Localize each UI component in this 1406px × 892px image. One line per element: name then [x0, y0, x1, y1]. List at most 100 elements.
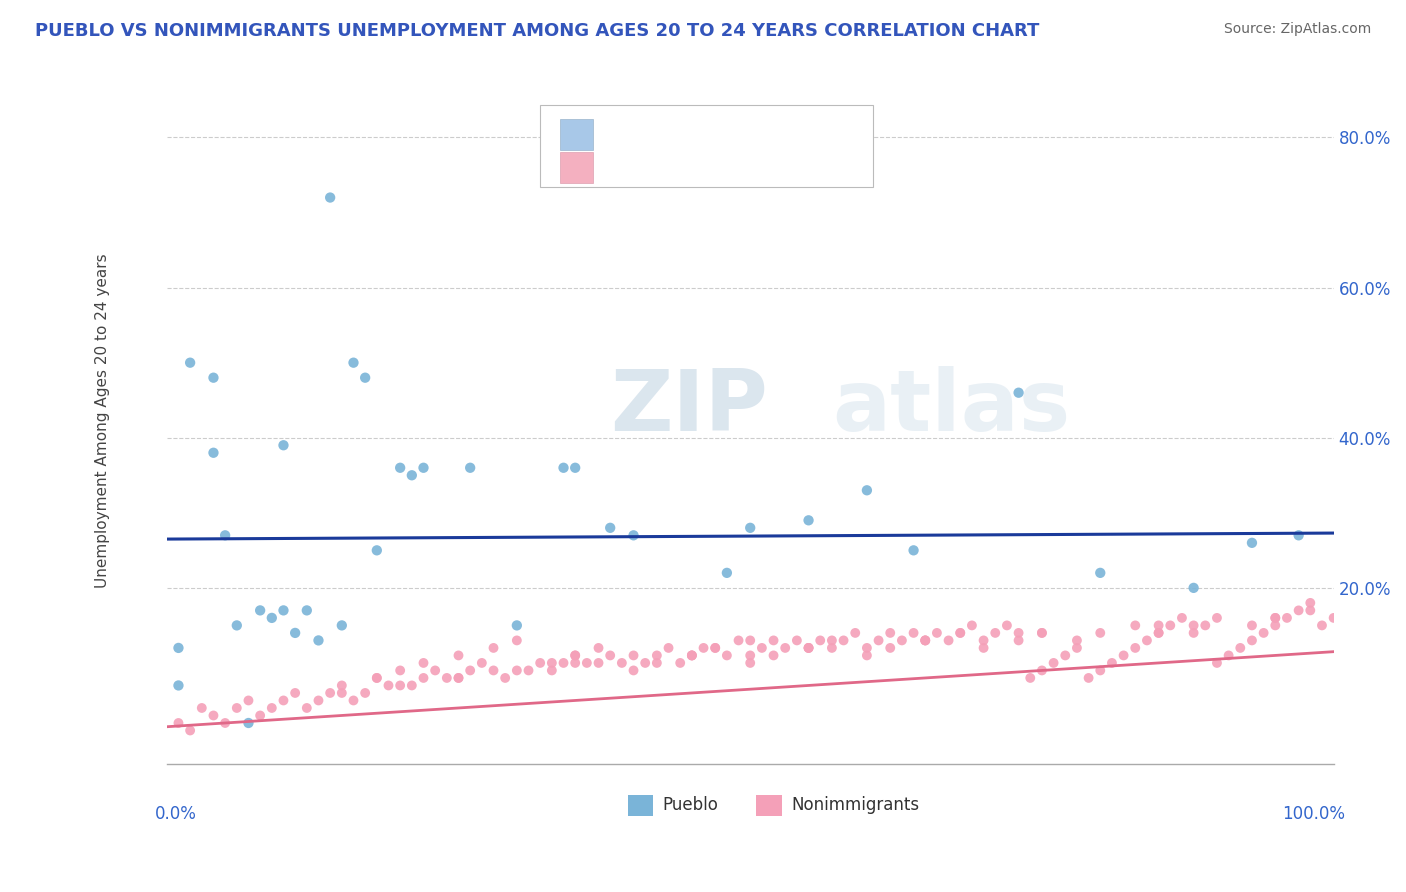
Point [762, 633, 785, 648]
Point [1054, 648, 1077, 663]
Point [704, 640, 727, 655]
Point [295, 701, 318, 715]
Point [903, 626, 925, 640]
Point [949, 626, 972, 640]
Point [447, 648, 470, 663]
Point [202, 708, 225, 723]
Point [354, 370, 377, 384]
Point [482, 640, 505, 655]
Point [1240, 536, 1263, 550]
Point [1077, 671, 1099, 685]
Point [225, 701, 247, 715]
Point [727, 633, 749, 648]
Point [914, 633, 936, 648]
Point [260, 701, 283, 715]
Point [1264, 611, 1286, 625]
Point [1253, 626, 1275, 640]
Point [225, 618, 247, 632]
Point [623, 664, 645, 678]
Point [669, 656, 692, 670]
Point [808, 633, 831, 648]
Point [458, 460, 481, 475]
Point [295, 603, 318, 617]
Point [1031, 626, 1053, 640]
Point [1123, 618, 1146, 632]
Point [1066, 640, 1088, 655]
Point [1066, 633, 1088, 648]
Point [1206, 611, 1229, 625]
Point [1299, 596, 1322, 610]
Point [1007, 385, 1029, 400]
Point [973, 640, 995, 655]
Point [973, 633, 995, 648]
Point [202, 370, 225, 384]
Point [1101, 656, 1123, 670]
Text: Unemployment Among Ages 20 to 24 years: Unemployment Among Ages 20 to 24 years [96, 253, 110, 588]
Point [330, 618, 353, 632]
Point [529, 656, 551, 670]
Point [354, 686, 377, 700]
Point [506, 633, 529, 648]
Point [1182, 626, 1205, 640]
Point [330, 686, 353, 700]
Point [506, 664, 529, 678]
Point [553, 460, 575, 475]
Point [623, 528, 645, 542]
Point [517, 664, 540, 678]
Point [214, 528, 236, 542]
Text: 0.0%: 0.0% [155, 805, 197, 823]
Point [890, 633, 912, 648]
Point [773, 640, 796, 655]
Point [564, 648, 586, 663]
Point [471, 656, 494, 670]
Point [564, 648, 586, 663]
Point [740, 656, 762, 670]
Point [634, 656, 657, 670]
Point [797, 640, 820, 655]
Point [564, 656, 586, 670]
Text: PUEBLO VS NONIMMIGRANTS UNEMPLOYMENT AMONG AGES 20 TO 24 YEARS CORRELATION CHART: PUEBLO VS NONIMMIGRANTS UNEMPLOYMENT AMO… [35, 22, 1039, 40]
Point [342, 693, 364, 707]
Point [1159, 618, 1181, 632]
Point [401, 678, 423, 692]
Point [1218, 648, 1240, 663]
Point [740, 633, 762, 648]
Text: N = 143: N = 143 [738, 158, 813, 177]
Point [412, 460, 434, 475]
Point [1229, 640, 1251, 655]
Point [1182, 581, 1205, 595]
Point [856, 483, 879, 498]
Point [599, 648, 621, 663]
Text: R = 0.367: R = 0.367 [610, 158, 693, 177]
Point [821, 633, 844, 648]
Point [716, 648, 738, 663]
Point [1147, 618, 1170, 632]
Point [1288, 603, 1310, 617]
Point [191, 701, 214, 715]
Point [273, 603, 295, 617]
Text: Nonimmigrants: Nonimmigrants [792, 797, 920, 814]
Point [389, 664, 412, 678]
Point [412, 671, 434, 685]
Point [645, 648, 668, 663]
Point [1299, 603, 1322, 617]
Point [342, 356, 364, 370]
Point [494, 671, 516, 685]
Point [914, 633, 936, 648]
Point [797, 640, 820, 655]
Point [1171, 611, 1194, 625]
Point [506, 618, 529, 632]
Point [389, 678, 412, 692]
Point [482, 664, 505, 678]
Point [447, 671, 470, 685]
Point [366, 543, 388, 558]
Point [704, 640, 727, 655]
Text: Source: ZipAtlas.com: Source: ZipAtlas.com [1223, 22, 1371, 37]
Point [856, 640, 879, 655]
Point [1090, 626, 1112, 640]
Point [1240, 633, 1263, 648]
Point [797, 640, 820, 655]
Point [949, 626, 972, 640]
Point [856, 648, 879, 663]
Point [762, 648, 785, 663]
